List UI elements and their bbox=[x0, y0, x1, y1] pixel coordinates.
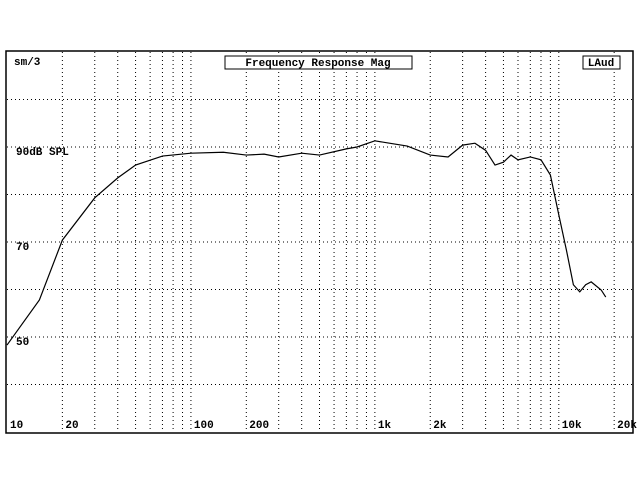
x-tick-label: 1k bbox=[378, 420, 392, 432]
grid bbox=[7, 52, 632, 432]
x-tick-label: 100 bbox=[194, 420, 214, 432]
plot-frame bbox=[5, 50, 634, 434]
x-tick-label: 20k bbox=[617, 420, 637, 432]
annotation-box bbox=[582, 55, 621, 70]
y-tick-label: 70 bbox=[16, 242, 29, 254]
x-tick-label: 200 bbox=[249, 420, 269, 432]
annotation: LAud bbox=[588, 58, 614, 70]
x-tick-label: 10k bbox=[562, 420, 582, 432]
title-box bbox=[224, 55, 413, 70]
x-tick-label: 2k bbox=[433, 420, 447, 432]
x-tick-label: 10 bbox=[10, 420, 23, 432]
x-tick-label: 20 bbox=[65, 420, 78, 432]
y-tick-label: 50 bbox=[16, 337, 29, 349]
y-tick-label: 90dB SPL bbox=[16, 147, 69, 159]
chart-subtitle: sm/3 bbox=[14, 57, 41, 69]
response-curve bbox=[6, 140, 607, 346]
chart-title: Frequency Response Mag bbox=[245, 58, 390, 70]
